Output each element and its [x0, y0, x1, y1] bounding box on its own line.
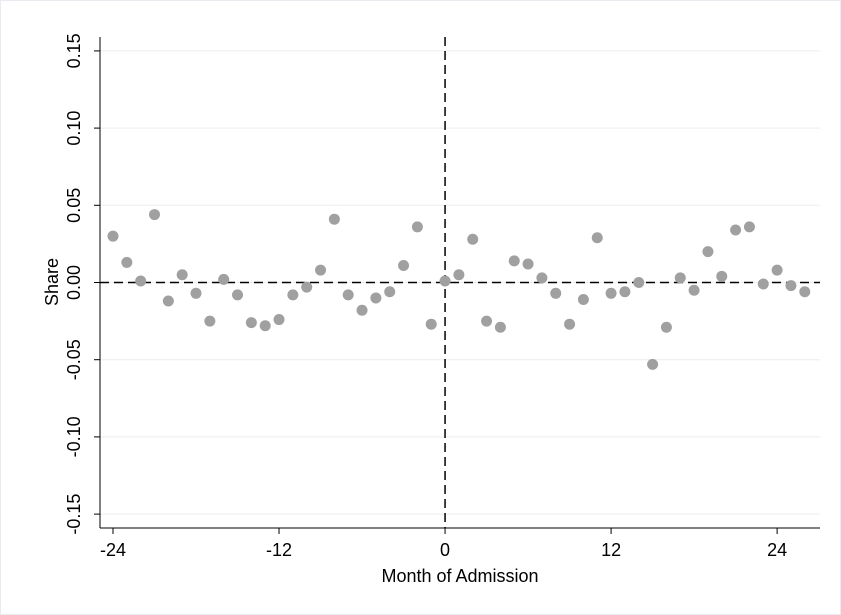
y-tick-label: 0.15 [64, 33, 84, 68]
point [633, 277, 645, 288]
point [467, 233, 479, 245]
point [508, 255, 520, 267]
y-tick-label: 0.05 [64, 188, 84, 223]
x-tick-label: 12 [601, 540, 621, 560]
point [536, 272, 548, 284]
point [799, 286, 811, 298]
point [771, 264, 783, 276]
point [149, 209, 161, 221]
y-tick-label: 0.00 [64, 265, 84, 300]
point [370, 292, 382, 304]
y-tick-label: 0.10 [64, 111, 84, 146]
point [605, 287, 617, 299]
point [218, 273, 230, 285]
point [522, 258, 534, 270]
point [550, 287, 562, 299]
point [439, 275, 451, 287]
point [785, 280, 797, 292]
point [135, 275, 147, 287]
point [660, 321, 672, 333]
point [577, 293, 589, 305]
point [425, 318, 437, 330]
point [494, 321, 506, 333]
point [411, 221, 423, 233]
point [301, 281, 313, 293]
point [121, 256, 133, 268]
point [176, 269, 188, 281]
point [259, 320, 271, 332]
x-tick-label: -12 [266, 540, 292, 560]
point [273, 314, 285, 326]
point [204, 315, 216, 327]
point [564, 318, 576, 330]
point [356, 304, 368, 316]
point [453, 269, 465, 281]
point [591, 232, 603, 244]
point [688, 284, 700, 296]
point [647, 358, 659, 370]
point [481, 315, 493, 327]
point [232, 289, 244, 301]
y-tick-label: -0.05 [64, 339, 84, 380]
point [716, 270, 728, 282]
x-tick-label: 0 [440, 540, 450, 560]
point [702, 246, 714, 258]
point [190, 287, 202, 299]
point [757, 278, 769, 290]
x-tick-label: 24 [767, 540, 787, 560]
point [328, 213, 340, 225]
point [384, 286, 396, 298]
point [730, 224, 742, 236]
y-tick-label: -0.15 [64, 494, 84, 535]
point [674, 272, 686, 284]
point [342, 289, 354, 301]
point [619, 286, 631, 298]
y-axis-title: Share [42, 258, 62, 306]
point [107, 230, 119, 242]
point [162, 295, 174, 307]
point [287, 289, 299, 301]
x-axis-title: Month of Admission [381, 566, 538, 586]
x-tick-label: -24 [100, 540, 126, 560]
point [315, 264, 327, 276]
point [245, 317, 257, 329]
point [398, 260, 410, 272]
y-tick-label: -0.10 [64, 416, 84, 457]
point [743, 221, 755, 233]
